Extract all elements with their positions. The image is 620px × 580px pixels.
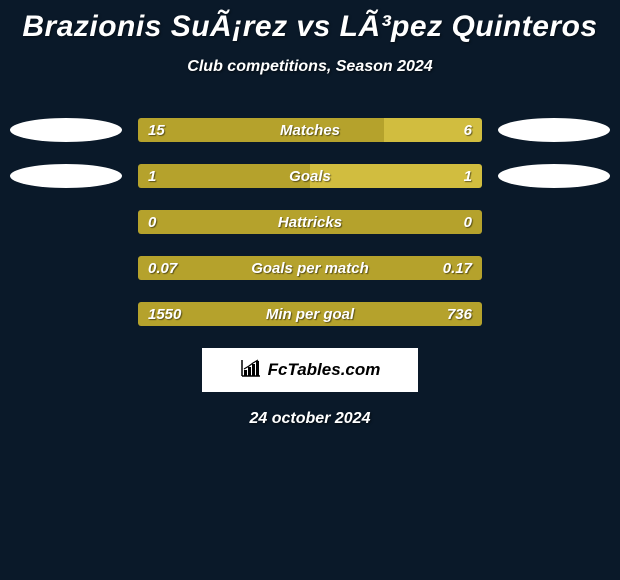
stat-label: Matches bbox=[138, 118, 482, 142]
date-text: 24 october 2024 bbox=[0, 410, 620, 428]
ellipse-placeholder bbox=[10, 210, 122, 234]
stat-row: 11Goals bbox=[0, 164, 620, 188]
player-right-ellipse bbox=[498, 118, 610, 142]
stat-bar: 11Goals bbox=[138, 164, 482, 188]
player-left-ellipse bbox=[10, 118, 122, 142]
page-title: Brazionis SuÃ¡rez vs LÃ³pez Quinteros bbox=[0, 0, 620, 44]
stat-label: Min per goal bbox=[138, 302, 482, 326]
stat-row: 00Hattricks bbox=[0, 210, 620, 234]
subtitle: Club competitions, Season 2024 bbox=[0, 58, 620, 76]
footer-logo-wrap: FcTables.com bbox=[0, 348, 620, 392]
footer-logo-text: FcTables.com bbox=[268, 360, 381, 380]
stat-bar: 00Hattricks bbox=[138, 210, 482, 234]
player-left-ellipse bbox=[10, 164, 122, 188]
player-right-ellipse bbox=[498, 164, 610, 188]
stats-container: 156Matches 11Goals 00Hattricks 0.070.17Goal… bbox=[0, 118, 620, 326]
stat-label: Hattricks bbox=[138, 210, 482, 234]
stat-row: 0.070.17Goals per match bbox=[0, 256, 620, 280]
ellipse-placeholder bbox=[10, 256, 122, 280]
footer-logo[interactable]: FcTables.com bbox=[202, 348, 418, 392]
ellipse-placeholder bbox=[10, 302, 122, 326]
ellipse-placeholder bbox=[498, 210, 610, 234]
stat-bar: 156Matches bbox=[138, 118, 482, 142]
stat-row: 1550736Min per goal bbox=[0, 302, 620, 326]
chart-icon bbox=[240, 358, 262, 383]
stat-row: 156Matches bbox=[0, 118, 620, 142]
ellipse-placeholder bbox=[498, 256, 610, 280]
stat-bar: 0.070.17Goals per match bbox=[138, 256, 482, 280]
stat-label: Goals per match bbox=[138, 256, 482, 280]
ellipse-placeholder bbox=[498, 302, 610, 326]
stat-label: Goals bbox=[138, 164, 482, 188]
stat-bar: 1550736Min per goal bbox=[138, 302, 482, 326]
